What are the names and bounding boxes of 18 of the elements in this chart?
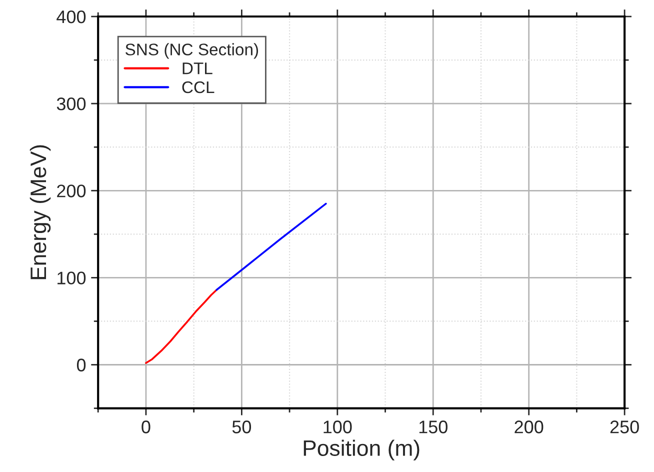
x-tick-label: 150 [419,420,448,434]
y-tick-label: 400 [56,10,86,24]
y-axis-title: Energy (MeV) [30,145,51,280]
y-tick-label: 300 [56,98,86,110]
y-tick-label: 100 [58,272,86,284]
x-tick-label: 50 [232,420,252,434]
x-tick-label: 0 [142,420,150,434]
line-series [216,202,327,291]
y-tick-label: 200 [57,184,86,198]
x-tick-label: 100 [324,420,352,434]
x-tick-label: 200 [514,420,544,434]
legend-label: DTL [182,62,212,74]
legend-label: CCL [182,81,214,94]
x-tick-label: 250 [610,420,639,434]
y-tick-label: 0 [76,358,86,372]
x-axis-title: Position (m) [304,440,420,460]
legend-title: SNS (NC Section) [126,43,258,59]
line-series [145,288,218,364]
